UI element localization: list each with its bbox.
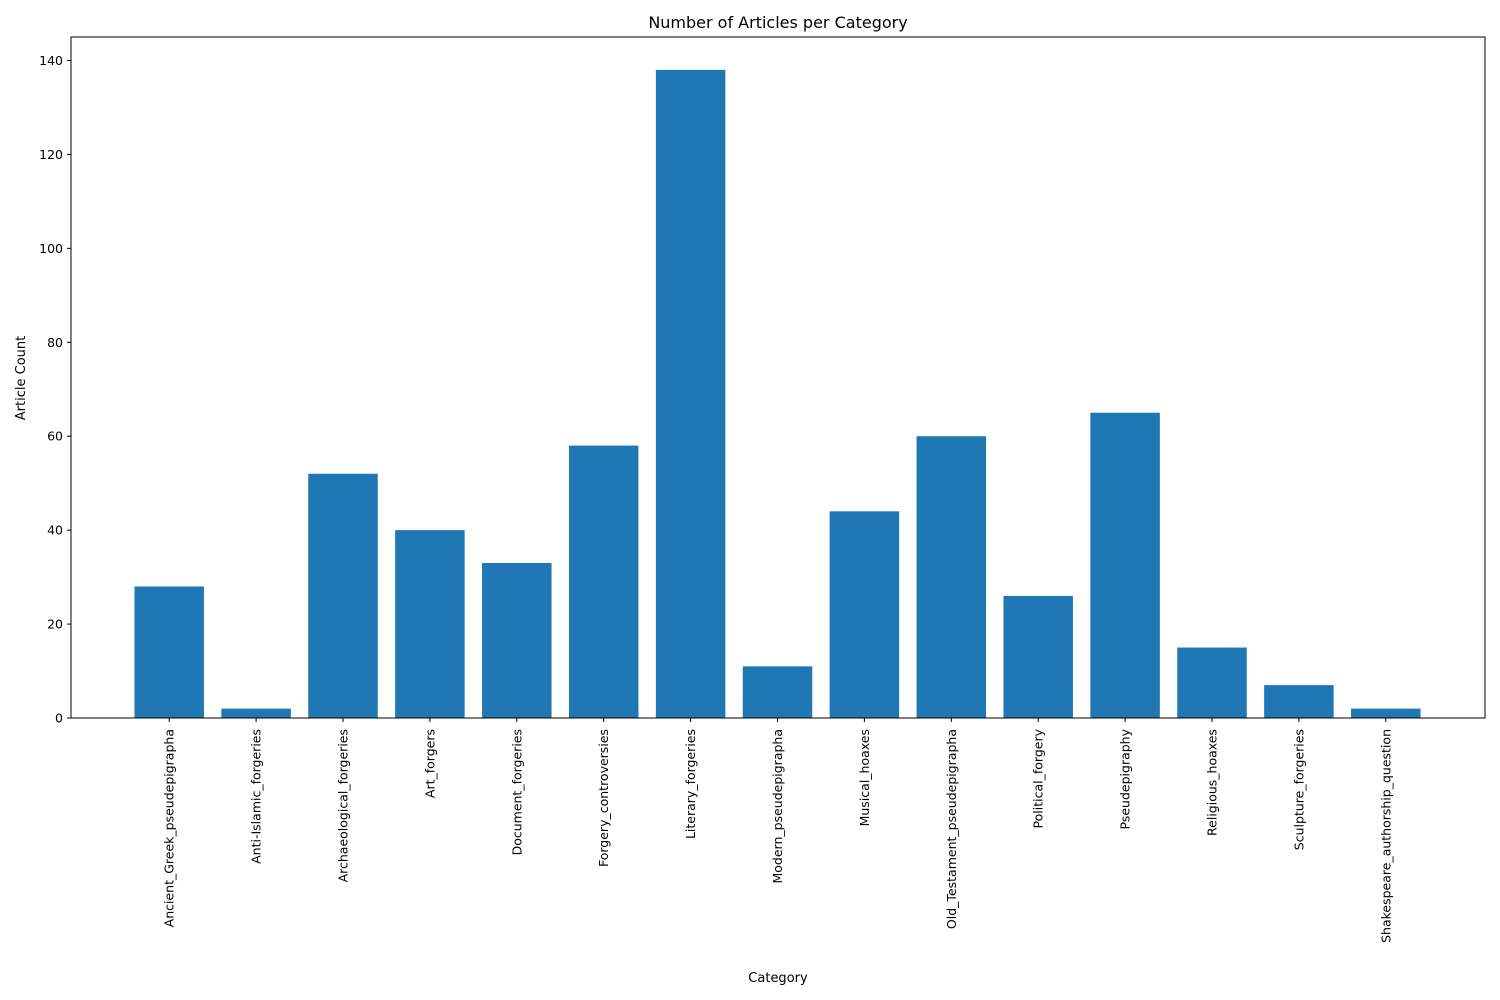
x-tick-label: Forgery_controversies — [596, 729, 611, 867]
x-axis-ticks: Ancient_Greek_pseudepigrapha Anti-Islamic… — [162, 718, 1393, 943]
bar-religious-hoaxes — [1177, 647, 1247, 718]
bar-sculpture-forgeries — [1264, 685, 1334, 718]
x-tick-label: Old_Testament_pseudepigrapha — [944, 729, 959, 929]
bar-musical-hoaxes — [829, 511, 900, 718]
y-axis-label: Article Count — [14, 336, 29, 420]
plot-area-frame — [70, 36, 1486, 719]
x-tick-label: Art_forgers — [422, 729, 437, 798]
x-tick-label: Pseudepigraphy — [1118, 728, 1133, 829]
x-tick-label: Musical_hoaxes — [857, 729, 872, 826]
x-tick-label: Shakespeare_authorship_question — [1378, 729, 1393, 943]
bar-art-forgers — [395, 530, 465, 718]
bar-forgery-controversies — [568, 445, 639, 718]
y-tick-label: 120 — [39, 147, 63, 162]
bars-group — [134, 69, 1421, 719]
y-tick-label: 60 — [47, 429, 63, 444]
bar-ancient-greek-pseudepigrapha — [134, 586, 204, 718]
y-tick-label: 100 — [39, 241, 63, 256]
y-axis-ticks: 0 20 40 60 80 100 120 140 — [39, 53, 71, 726]
x-tick-label: Anti-Islamic_forgeries — [249, 729, 264, 864]
x-tick-label: Archaeological_forgeries — [336, 729, 351, 882]
bar-modern-pseudepigrapha — [742, 666, 813, 718]
bar-political-forgery — [1003, 595, 1073, 718]
x-axis-label: Category — [748, 971, 808, 986]
bar-old-testament-pseudepigrapha — [916, 436, 987, 718]
bar-archaeological-forgeries — [308, 473, 378, 718]
y-tick-label: 20 — [47, 617, 63, 632]
x-tick-label: Political_forgery — [1031, 728, 1046, 828]
bar-literary-forgeries — [655, 69, 726, 719]
x-tick-label: Modern_pseudepigrapha — [770, 729, 785, 884]
y-tick-label: 40 — [47, 523, 63, 538]
y-tick-label: 140 — [39, 53, 63, 68]
y-tick-label: 80 — [47, 335, 63, 350]
chart-title: Number of Articles per Category — [648, 13, 907, 32]
y-tick-label: 0 — [55, 711, 63, 726]
x-tick-label: Literary_forgeries — [683, 729, 698, 839]
x-tick-label: Sculpture_forgeries — [1291, 729, 1306, 850]
x-tick-label: Ancient_Greek_pseudepigrapha — [162, 729, 177, 927]
bar-shakespeare-authorship-question — [1351, 708, 1421, 718]
x-tick-label: Religious_hoaxes — [1205, 729, 1220, 836]
bar-anti-islamic-forgeries — [221, 708, 291, 718]
bar-pseudepigraphy — [1090, 412, 1160, 718]
x-tick-label: Document_forgeries — [509, 729, 524, 855]
bar-document-forgeries — [482, 563, 552, 718]
